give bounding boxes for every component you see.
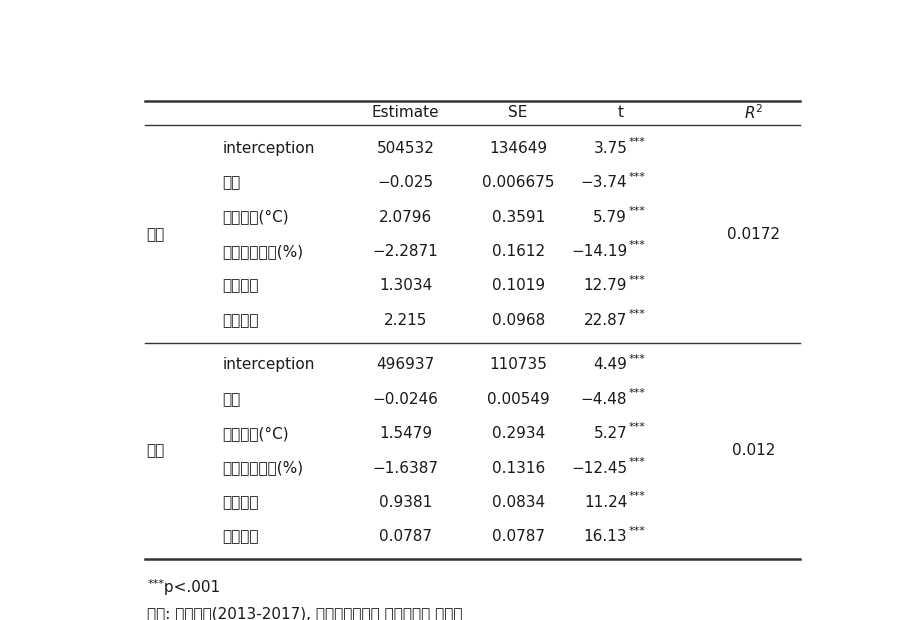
Text: p<.001: p<.001 <box>159 580 221 595</box>
Text: 남성: 남성 <box>146 443 165 458</box>
Text: ***: *** <box>628 137 646 147</box>
Text: 0.1612: 0.1612 <box>491 244 545 259</box>
Text: 11.24: 11.24 <box>584 495 627 510</box>
Text: 0.0834: 0.0834 <box>491 495 545 510</box>
Text: ***: *** <box>628 457 646 467</box>
Text: 0.0172: 0.0172 <box>727 227 780 242</box>
Text: −1.6387: −1.6387 <box>372 461 439 476</box>
Text: Estimate: Estimate <box>371 105 439 120</box>
Text: 날짜: 날짜 <box>222 175 241 190</box>
Text: 0.006675: 0.006675 <box>482 175 555 190</box>
Text: −3.74: −3.74 <box>580 175 627 190</box>
Text: t: t <box>617 105 623 120</box>
Text: ***: *** <box>628 354 646 364</box>
Text: 1.5479: 1.5479 <box>379 426 432 441</box>
Text: 2.0796: 2.0796 <box>379 210 432 224</box>
Text: −2.2871: −2.2871 <box>372 244 439 259</box>
Text: 0.012: 0.012 <box>732 443 775 458</box>
Text: 미세먼지: 미세먼지 <box>222 529 259 544</box>
Text: 0.0787: 0.0787 <box>491 529 545 544</box>
Text: 미세먼지: 미세먼지 <box>222 312 259 328</box>
Text: 1.3034: 1.3034 <box>379 278 432 293</box>
Text: −14.19: −14.19 <box>571 244 627 259</box>
Text: 110735: 110735 <box>489 358 547 373</box>
Text: 0.9381: 0.9381 <box>379 495 432 510</box>
Text: 불쾾지수: 불쾾지수 <box>222 278 259 293</box>
Text: −0.0246: −0.0246 <box>372 392 439 407</box>
Text: −4.48: −4.48 <box>581 392 627 407</box>
Text: ***: *** <box>628 172 646 182</box>
Text: 0.2934: 0.2934 <box>491 426 545 441</box>
Text: interception: interception <box>222 358 315 373</box>
Text: ***: *** <box>628 241 646 250</box>
Text: 5.79: 5.79 <box>593 210 627 224</box>
Text: interception: interception <box>222 141 315 156</box>
Text: 12.79: 12.79 <box>584 278 627 293</box>
Text: 0.1316: 0.1316 <box>491 461 545 476</box>
Text: ***: *** <box>628 491 646 501</box>
Text: 평균상대습도(%): 평균상대습도(%) <box>222 461 303 476</box>
Text: −0.025: −0.025 <box>378 175 434 190</box>
Text: 22.87: 22.87 <box>584 312 627 328</box>
Text: 평균기온(°C): 평균기온(°C) <box>222 210 290 224</box>
Text: SE: SE <box>508 105 528 120</box>
Text: 0.3591: 0.3591 <box>491 210 545 224</box>
Text: 0.0787: 0.0787 <box>379 529 432 544</box>
Text: ***: *** <box>628 526 646 536</box>
Text: ***: *** <box>628 309 646 319</box>
Text: 496937: 496937 <box>377 358 435 373</box>
Text: ***: *** <box>628 422 646 433</box>
Text: 134649: 134649 <box>489 141 548 156</box>
Text: 0.00549: 0.00549 <box>487 392 549 407</box>
Text: 평균상대습도(%): 평균상대습도(%) <box>222 244 303 259</box>
Text: 평균기온(°C): 평균기온(°C) <box>222 426 290 441</box>
Text: 여성: 여성 <box>146 227 165 242</box>
Text: 불쾾지수: 불쾾지수 <box>222 495 259 510</box>
Text: ***: *** <box>628 388 646 398</box>
Text: ***: *** <box>628 206 646 216</box>
Text: 0.0968: 0.0968 <box>491 312 545 328</box>
Text: 3.75: 3.75 <box>593 141 627 156</box>
Text: 자료: 신한카드(2013-2017), 「개인신용카드 빅데이터」 원자료: 자료: 신한카드(2013-2017), 「개인신용카드 빅데이터」 원자료 <box>147 606 463 620</box>
Text: 16.13: 16.13 <box>584 529 627 544</box>
Text: $R^2$: $R^2$ <box>745 104 764 122</box>
Text: 4.49: 4.49 <box>593 358 627 373</box>
Text: 2.215: 2.215 <box>384 312 428 328</box>
Text: 0.1019: 0.1019 <box>491 278 545 293</box>
Text: ***: *** <box>147 579 164 589</box>
Text: 날짜: 날짜 <box>222 392 241 407</box>
Text: 504532: 504532 <box>377 141 434 156</box>
Text: ***: *** <box>628 275 646 285</box>
Text: −12.45: −12.45 <box>571 461 627 476</box>
Text: 5.27: 5.27 <box>594 426 627 441</box>
